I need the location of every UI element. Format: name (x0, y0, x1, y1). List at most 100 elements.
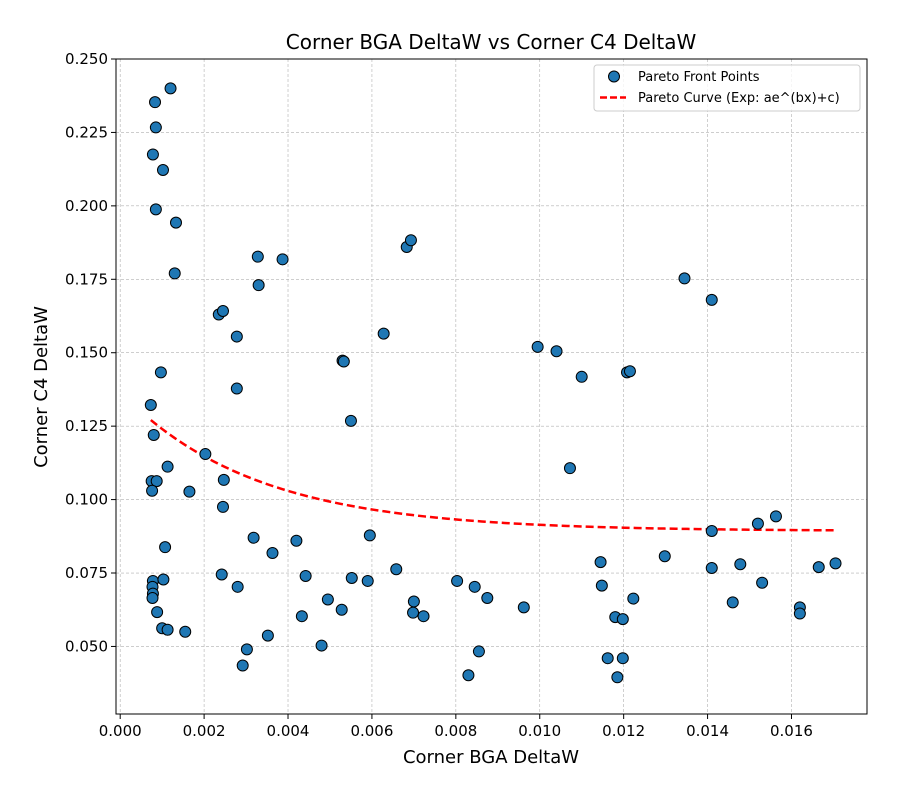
data-point (299, 569, 312, 582)
data-point (276, 253, 289, 266)
data-point (236, 659, 249, 672)
data-point (146, 148, 159, 161)
data-point (295, 610, 308, 623)
data-point (251, 250, 264, 263)
data-point (462, 669, 475, 682)
pareto-curve (150, 419, 836, 532)
legend-label-curve: Pareto Curve (Exp: ae^(bx)+c) (638, 91, 840, 106)
data-point (266, 547, 279, 560)
data-point (616, 613, 629, 626)
y-tick-label: 0.100 (65, 491, 108, 509)
data-point (451, 574, 464, 587)
data-point (678, 272, 691, 285)
data-point (169, 216, 182, 229)
data-point (252, 279, 265, 292)
data-point (550, 345, 563, 358)
data-point (179, 625, 192, 638)
data-point (756, 576, 769, 589)
x-tick-label: 0.012 (602, 722, 645, 740)
data-point (658, 550, 671, 563)
data-point (517, 601, 530, 614)
x-axis-label: Corner BGA DeltaW (403, 747, 579, 768)
x-tick-label: 0.008 (434, 722, 477, 740)
data-point (149, 96, 162, 109)
data-point (468, 580, 481, 593)
data-point (575, 370, 588, 383)
data-point (793, 607, 806, 620)
x-tick-label: 0.016 (770, 722, 813, 740)
data-point (705, 525, 718, 538)
data-point (144, 399, 157, 412)
data-point (261, 629, 274, 642)
data-point (156, 164, 169, 177)
x-tick-label: 0.000 (99, 722, 142, 740)
data-point (344, 414, 357, 427)
data-point (164, 82, 177, 95)
points-layer (144, 82, 842, 684)
data-point (705, 562, 718, 575)
data-point (146, 591, 159, 604)
data-point (594, 556, 607, 569)
data-point (345, 572, 358, 585)
x-tick-label: 0.006 (350, 722, 393, 740)
data-point (335, 603, 348, 616)
y-tick-label: 0.125 (65, 417, 108, 435)
y-tick-label: 0.050 (65, 637, 108, 655)
y-tick-label: 0.200 (65, 197, 108, 215)
data-point (154, 366, 167, 379)
data-point (563, 462, 576, 475)
plot-frame (115, 58, 868, 715)
data-point (531, 340, 544, 353)
y-tick-label: 0.175 (65, 270, 108, 288)
data-point (363, 529, 376, 542)
data-point (407, 595, 420, 608)
data-point (230, 382, 243, 395)
data-point (769, 510, 782, 523)
data-point (199, 448, 212, 461)
data-point (168, 267, 181, 280)
data-point (315, 639, 328, 652)
data-point (146, 484, 159, 497)
data-point (611, 671, 624, 684)
data-point (216, 305, 229, 318)
data-point (217, 473, 230, 486)
data-point (150, 475, 163, 488)
legend-label-points: Pareto Front Points (638, 70, 760, 85)
data-point (321, 593, 334, 606)
y-tick-label: 0.075 (65, 564, 108, 582)
legend-marker-points (608, 70, 620, 83)
data-point (149, 203, 162, 216)
data-point (240, 643, 253, 656)
legend: Pareto Front Points Pareto Curve (Exp: a… (593, 64, 861, 112)
data-point (726, 596, 739, 609)
data-point (151, 606, 164, 619)
data-point (404, 234, 417, 247)
x-tick-label: 0.004 (267, 722, 310, 740)
x-tick-label: 0.010 (518, 722, 561, 740)
y-axis-label: Corner C4 DeltaW (31, 306, 52, 468)
curve-layer (150, 419, 836, 532)
data-point (623, 365, 636, 378)
data-point (147, 428, 160, 441)
chart-title: Corner BGA DeltaW vs Corner C4 DeltaW (286, 30, 697, 54)
data-point (337, 355, 350, 368)
data-point (616, 652, 629, 665)
data-point (705, 293, 718, 306)
data-point (601, 652, 614, 665)
data-point (159, 541, 172, 554)
data-point (751, 517, 764, 530)
data-point (161, 623, 174, 636)
legend-box (593, 64, 861, 112)
data-point (161, 460, 174, 473)
data-point (472, 645, 485, 658)
data-point (183, 485, 196, 498)
data-point (149, 121, 162, 134)
data-point (157, 573, 170, 586)
data-point (417, 610, 430, 623)
data-point (407, 606, 420, 619)
data-point (390, 563, 403, 576)
grid-lines (116, 58, 867, 714)
